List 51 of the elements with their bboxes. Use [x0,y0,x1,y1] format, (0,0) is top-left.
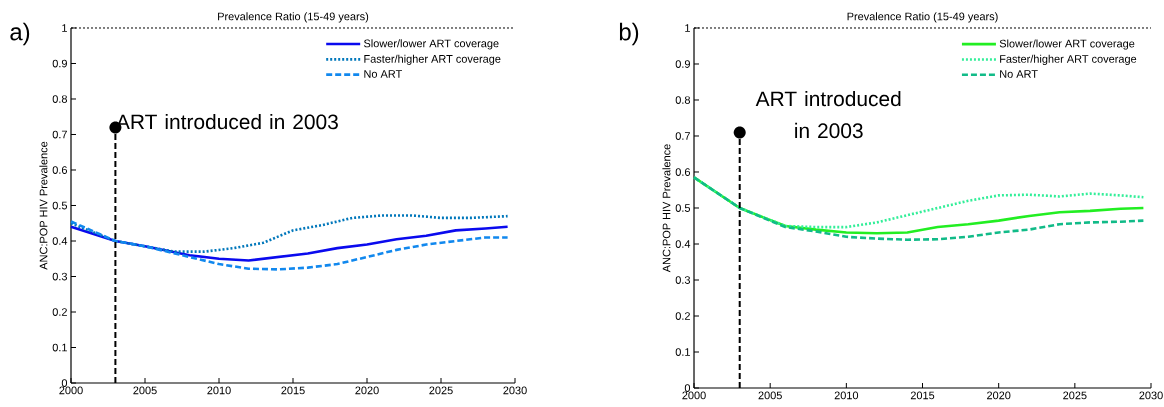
legend-label: Faster/higher ART coverage [1000,54,1137,66]
y-tick-label: 0.9 [52,59,67,68]
y-tick-label: 0.2 [675,312,690,320]
y-tick-label: 0.3 [52,272,67,281]
chart-title: Prevalence Ratio (15-49 years) [218,12,369,23]
legend-label: Slower/lower ART coverage [999,39,1135,50]
x-tick-label: 2025 [429,386,453,395]
y-tick-label: 0.8 [52,95,67,103]
legend-label: Faster/higher ART coverage [364,54,501,65]
x-tick-label: 2000 [59,386,83,395]
x-tick-label: 2010 [207,386,231,395]
x-tick-label: 2020 [355,386,379,395]
y-tick-label: 0.1 [52,343,67,352]
y-tick-label: 0.5 [52,201,68,210]
x-tick-label: 2005 [133,386,157,395]
annotation: ART introduced in 2003 [755,90,901,139]
x-tick-label: 2010 [834,391,859,400]
y-tick-label: 0 [684,384,691,392]
y-tick-label: 0.3 [675,276,690,284]
y-axis-title: ANC:POP HIV Prevalence [39,141,48,270]
x-tick-label: 2030 [1139,391,1163,400]
x-tick-label: 2015 [281,386,305,395]
text: a) [10,22,30,46]
y-tick-label: 0.5 [675,204,691,212]
legend-label: Slower/lower ART coverage [363,39,499,50]
y-tick-label: 0.6 [675,168,690,176]
y-tick-label: 0.1 [675,348,690,356]
y-tick-label: 0.4 [52,237,68,245]
y-tick-label: 0.9 [675,60,690,68]
x-tick-label: 2020 [987,391,1011,400]
y-axis-title: ANC:POP HIV Prevalence [662,144,671,273]
line-series [69,214,509,253]
y-tick-label: 0.7 [52,130,67,139]
y-tick-label: 0.8 [675,96,690,104]
y-tick-label: 1 [62,24,67,32]
x-tick-label: 2025 [1063,391,1087,400]
x-tick-label: 2000 [682,391,706,400]
x-tick-label: 2015 [910,391,935,400]
y-tick-label: 1 [685,24,690,32]
x-tick-label: 2005 [758,391,782,400]
legend-label: No ART [364,70,402,78]
text: b) [619,22,639,46]
y-tick-label: 0.4 [675,240,691,248]
legend-label: No ART [1000,70,1038,78]
y-tick-label: 0.7 [675,132,690,140]
y-tick-label: 0.6 [52,166,67,174]
line-series [69,220,509,271]
chart-title: Prevalence Ratio (15-49 years) [847,12,998,23]
y-tick-label: 0.2 [52,308,67,316]
y-tick-label: 0 [61,379,68,387]
x-tick-label: 2030 [503,386,527,395]
